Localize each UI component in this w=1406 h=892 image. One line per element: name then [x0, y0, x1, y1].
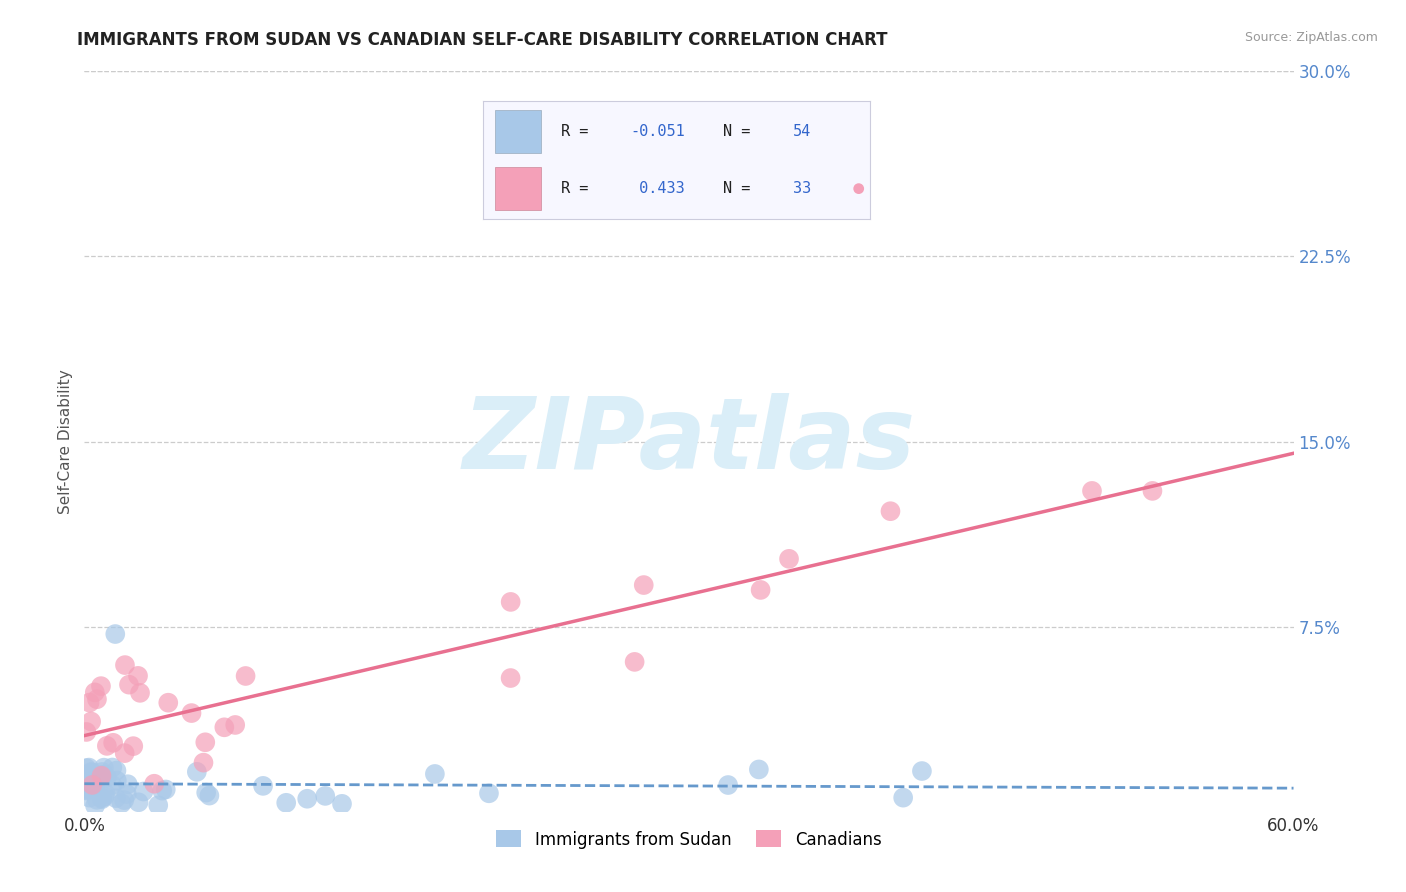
- Immigrants from Sudan: [91, 764, 114, 779]
- Canadians: [86, 692, 108, 706]
- Canadians: [122, 739, 145, 753]
- Immigrants from Sudan: [155, 782, 177, 797]
- Canadians: [879, 504, 901, 518]
- Immigrants from Sudan: [148, 798, 170, 813]
- Canadians: [129, 686, 152, 700]
- Canadians: [499, 595, 522, 609]
- Immigrants from Sudan: [104, 627, 127, 641]
- Canadians: [194, 735, 217, 749]
- Immigrants from Sudan: [83, 778, 105, 792]
- Immigrants from Sudan: [891, 790, 914, 805]
- Canadians: [118, 678, 141, 692]
- Immigrants from Sudan: [96, 771, 118, 785]
- Canadians: [75, 725, 97, 739]
- Immigrants from Sudan: [91, 768, 114, 782]
- Immigrants from Sudan: [252, 779, 274, 793]
- Canadians: [83, 685, 105, 699]
- Immigrants from Sudan: [77, 770, 100, 784]
- Immigrants from Sudan: [101, 760, 124, 774]
- Canadians: [127, 669, 149, 683]
- Immigrants from Sudan: [150, 783, 173, 797]
- Immigrants from Sudan: [423, 767, 446, 781]
- Immigrants from Sudan: [84, 798, 107, 813]
- Immigrants from Sudan: [75, 761, 97, 775]
- Immigrants from Sudan: [86, 793, 108, 807]
- Immigrants from Sudan: [83, 780, 105, 795]
- Canadians: [157, 696, 180, 710]
- Immigrants from Sudan: [115, 787, 138, 801]
- Immigrants from Sudan: [101, 778, 124, 792]
- Immigrants from Sudan: [77, 782, 100, 797]
- Canadians: [101, 736, 124, 750]
- Immigrants from Sudan: [94, 786, 117, 800]
- Canadians: [224, 718, 246, 732]
- Immigrants from Sudan: [112, 793, 135, 807]
- Canadians: [143, 777, 166, 791]
- Immigrants from Sudan: [104, 791, 127, 805]
- Immigrants from Sudan: [478, 786, 501, 800]
- Canadians: [96, 739, 118, 753]
- Immigrants from Sudan: [198, 789, 221, 803]
- Immigrants from Sudan: [105, 764, 128, 778]
- Canadians: [235, 669, 257, 683]
- Canadians: [749, 582, 772, 597]
- Canadians: [80, 714, 103, 729]
- Immigrants from Sudan: [79, 781, 101, 796]
- Immigrants from Sudan: [90, 791, 112, 805]
- Text: ZIPatlas: ZIPatlas: [463, 393, 915, 490]
- Immigrants from Sudan: [94, 789, 117, 804]
- Immigrants from Sudan: [75, 782, 97, 797]
- Legend: Immigrants from Sudan, Canadians: Immigrants from Sudan, Canadians: [489, 823, 889, 855]
- Canadians: [114, 746, 136, 760]
- Immigrants from Sudan: [117, 777, 139, 791]
- Immigrants from Sudan: [276, 796, 298, 810]
- Immigrants from Sudan: [314, 789, 336, 803]
- Immigrants from Sudan: [297, 791, 319, 805]
- Immigrants from Sudan: [717, 778, 740, 792]
- Canadians: [1081, 483, 1104, 498]
- Canadians: [90, 679, 112, 693]
- Immigrants from Sudan: [748, 763, 770, 777]
- Immigrants from Sudan: [195, 786, 218, 800]
- Canadians: [90, 769, 112, 783]
- Text: IMMIGRANTS FROM SUDAN VS CANADIAN SELF-CARE DISABILITY CORRELATION CHART: IMMIGRANTS FROM SUDAN VS CANADIAN SELF-C…: [77, 31, 887, 49]
- Immigrants from Sudan: [77, 761, 100, 775]
- Canadians: [633, 578, 655, 592]
- Canadians: [214, 720, 236, 734]
- Immigrants from Sudan: [80, 765, 103, 780]
- Canadians: [79, 696, 101, 710]
- Immigrants from Sudan: [76, 783, 98, 797]
- Immigrants from Sudan: [105, 773, 128, 788]
- Immigrants from Sudan: [93, 761, 115, 775]
- Canadians: [499, 671, 522, 685]
- Immigrants from Sudan: [90, 768, 112, 782]
- Immigrants from Sudan: [911, 764, 934, 778]
- Y-axis label: Self-Care Disability: Self-Care Disability: [58, 369, 73, 514]
- Immigrants from Sudan: [186, 764, 208, 779]
- Immigrants from Sudan: [84, 773, 107, 788]
- Canadians: [1142, 483, 1164, 498]
- Canadians: [82, 778, 104, 792]
- Immigrants from Sudan: [91, 792, 114, 806]
- Immigrants from Sudan: [79, 790, 101, 805]
- Canadians: [114, 658, 136, 673]
- Canadians: [193, 756, 215, 770]
- Immigrants from Sudan: [330, 797, 353, 811]
- Text: Source: ZipAtlas.com: Source: ZipAtlas.com: [1244, 31, 1378, 45]
- Canadians: [180, 706, 202, 720]
- Immigrants from Sudan: [82, 765, 104, 780]
- Immigrants from Sudan: [128, 795, 150, 809]
- Immigrants from Sudan: [132, 784, 155, 798]
- Canadians: [778, 551, 800, 566]
- Canadians: [623, 655, 645, 669]
- Immigrants from Sudan: [110, 797, 132, 811]
- Immigrants from Sudan: [82, 776, 104, 790]
